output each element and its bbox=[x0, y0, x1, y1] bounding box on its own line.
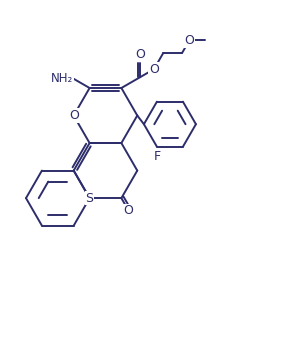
Text: O: O bbox=[149, 63, 159, 76]
Text: O: O bbox=[184, 34, 194, 47]
Text: S: S bbox=[86, 191, 94, 205]
Text: F: F bbox=[153, 149, 160, 163]
Text: O: O bbox=[135, 48, 145, 61]
Text: O: O bbox=[124, 204, 134, 217]
Text: NH₂: NH₂ bbox=[51, 72, 73, 85]
Text: O: O bbox=[69, 109, 79, 122]
